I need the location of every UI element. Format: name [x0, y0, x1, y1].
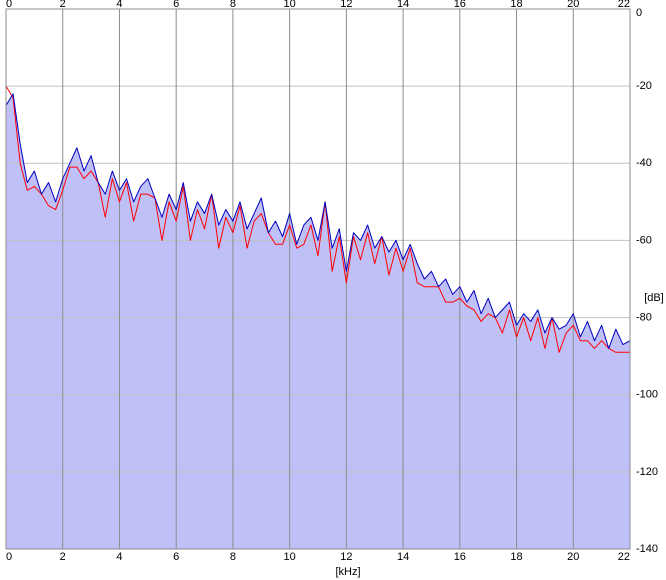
x-tick-label-top: 6: [173, 0, 179, 10]
y-tick-label: 0: [636, 7, 642, 19]
x-tick-label-top: 22: [618, 0, 630, 10]
x-tick-label-top: 14: [397, 0, 409, 10]
x-tick-label-top: 0: [6, 0, 12, 10]
x-tick-label: 10: [284, 551, 296, 563]
x-tick-label-top: 4: [116, 0, 122, 10]
x-tick-label-top: 20: [567, 0, 579, 10]
y-axis-label: [dB]: [644, 292, 664, 304]
x-tick-label: 6: [173, 551, 179, 563]
spectrum-fill: [6, 93, 630, 549]
y-tick-label: -20: [636, 80, 652, 92]
x-tick-label-top: 16: [454, 0, 466, 10]
x-tick-label-top: 12: [340, 0, 352, 10]
x-tick-label-top: 2: [60, 0, 66, 10]
y-tick-label: -120: [636, 466, 658, 478]
spectrum-line: [5, 93, 631, 349]
x-tick-label: 8: [230, 551, 236, 563]
x-tick-label: 2: [60, 551, 66, 563]
spectrum-line: [5, 85, 630, 353]
y-tick-label: -80: [636, 311, 652, 323]
x-tick-label: 18: [510, 551, 522, 563]
x-tick-label: 22: [618, 551, 630, 563]
x-tick-label-top: 18: [510, 0, 522, 10]
x-axis-label: [kHz]: [335, 566, 360, 578]
y-tick-label: -100: [636, 389, 658, 401]
x-tick-label-top: 8: [230, 0, 236, 10]
x-tick-label: 4: [116, 551, 122, 563]
y-tick-label: -140: [636, 543, 658, 555]
x-tick-label-top: 10: [284, 0, 296, 10]
y-tick-label: -60: [636, 234, 652, 246]
x-tick-label: 14: [397, 551, 409, 563]
x-tick-label: 0: [6, 551, 12, 563]
x-tick-label: 12: [340, 551, 352, 563]
plot-border: [5, 8, 631, 550]
x-tick-label: 16: [454, 551, 466, 563]
y-tick-label: -40: [636, 157, 652, 169]
x-tick-label: 20: [567, 551, 579, 563]
